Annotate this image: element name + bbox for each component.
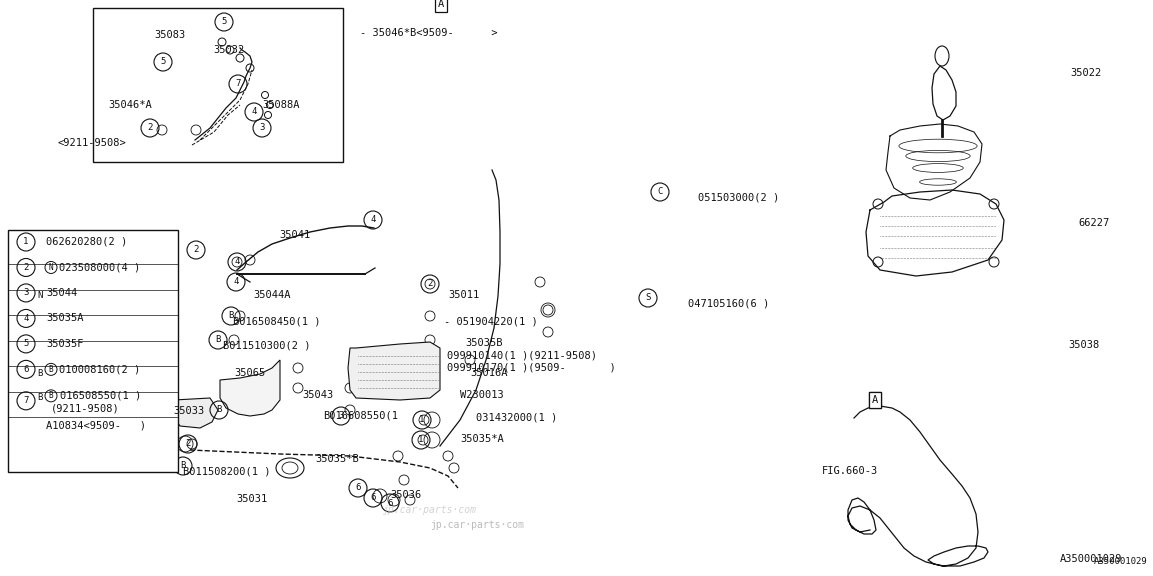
Text: 016508550(1 ): 016508550(1 ) (60, 391, 142, 401)
Text: 35041: 35041 (279, 230, 310, 240)
Text: 2: 2 (428, 279, 432, 289)
Text: 099910140(1 )(9211-9508): 099910140(1 )(9211-9508) (447, 350, 597, 360)
Text: 35033: 35033 (173, 406, 204, 416)
Text: N: N (48, 263, 53, 272)
Text: - 051904220(1 ): - 051904220(1 ) (444, 316, 537, 326)
Text: 35022: 35022 (1070, 68, 1101, 78)
Text: 2: 2 (194, 245, 198, 255)
Text: 7: 7 (23, 396, 29, 406)
Text: 35035A: 35035A (46, 313, 83, 323)
Text: 6: 6 (23, 365, 29, 374)
Text: 7: 7 (235, 79, 241, 89)
Text: FIG.660-3: FIG.660-3 (822, 466, 879, 476)
Text: N: N (37, 291, 43, 301)
Text: 5: 5 (221, 17, 227, 26)
Text: 2: 2 (186, 439, 190, 449)
Text: W230013: W230013 (460, 390, 504, 400)
Text: A: A (438, 0, 444, 9)
Text: 35035*A: 35035*A (460, 434, 504, 444)
Text: B: B (37, 369, 43, 378)
Text: 031432000(1 ): 031432000(1 ) (476, 412, 557, 422)
Text: B: B (180, 461, 186, 471)
Text: 2: 2 (23, 263, 29, 272)
Bar (93, 8, 342, 162)
Text: 35035*B: 35035*B (315, 454, 359, 464)
Text: 3: 3 (338, 411, 344, 420)
Text: 35031: 35031 (236, 494, 267, 504)
Text: A350001029: A350001029 (1094, 557, 1148, 566)
Text: B011510300(2 ): B011510300(2 ) (223, 340, 310, 350)
Text: 35035B: 35035B (465, 338, 503, 348)
Text: 6: 6 (387, 498, 393, 507)
Text: A: A (872, 395, 879, 405)
Text: B: B (37, 393, 43, 403)
Text: 4: 4 (233, 278, 239, 286)
Text: B016608550(1: B016608550(1 (323, 410, 398, 420)
Polygon shape (220, 360, 280, 416)
Text: 1: 1 (23, 237, 29, 247)
Text: jp.car·parts·com: jp.car·parts·com (383, 505, 477, 515)
Text: B: B (216, 335, 220, 344)
Text: 5: 5 (160, 58, 166, 66)
Text: 35044A: 35044A (253, 290, 291, 300)
Text: <9211-9508>: <9211-9508> (56, 138, 126, 148)
Text: 35032: 35032 (213, 45, 244, 55)
Polygon shape (932, 66, 956, 120)
Text: B: B (228, 312, 234, 320)
Text: 062620280(2 ): 062620280(2 ) (46, 237, 127, 247)
Text: 1: 1 (419, 435, 423, 445)
Bar (8, 230, 178, 472)
Text: 099910170(1 )(9509-       ): 099910170(1 )(9509- ) (447, 362, 616, 372)
Text: S: S (646, 294, 650, 302)
Ellipse shape (935, 46, 949, 66)
Text: 35065: 35065 (234, 368, 265, 378)
Text: 4: 4 (234, 257, 240, 267)
Text: C: C (657, 188, 663, 196)
Polygon shape (172, 398, 218, 428)
Text: 2: 2 (148, 123, 152, 132)
Text: A: A (872, 395, 879, 405)
Text: (9211-9508): (9211-9508) (51, 404, 120, 414)
Text: 66227: 66227 (1078, 218, 1109, 228)
Polygon shape (348, 342, 440, 400)
Text: - 35046*B<9509-      >: - 35046*B<9509- > (360, 28, 497, 38)
Text: jp.car·parts·com: jp.car·parts·com (430, 520, 523, 530)
Text: 4: 4 (251, 108, 257, 116)
Text: 35088A: 35088A (262, 100, 300, 110)
Text: 3: 3 (23, 289, 29, 297)
Text: 35011: 35011 (449, 290, 480, 300)
Text: B: B (48, 391, 53, 400)
Text: 35043: 35043 (302, 390, 333, 400)
Text: 051503000(2 ): 051503000(2 ) (698, 192, 779, 202)
Text: 35044: 35044 (46, 288, 77, 298)
Text: 6: 6 (355, 483, 361, 492)
Text: 023508000(4 ): 023508000(4 ) (59, 263, 141, 272)
Text: 047105160(6 ): 047105160(6 ) (688, 298, 769, 308)
Text: 4: 4 (370, 215, 376, 225)
Text: 6: 6 (370, 494, 376, 502)
Text: B011508200(1 ): B011508200(1 ) (183, 466, 271, 476)
Text: B: B (48, 365, 53, 374)
Text: B016508450(1 ): B016508450(1 ) (233, 316, 321, 326)
Text: 010008160(2 ): 010008160(2 ) (59, 365, 141, 374)
Text: 35038: 35038 (1068, 340, 1099, 350)
Text: A350001029: A350001029 (1060, 554, 1123, 564)
Text: 4: 4 (23, 314, 29, 323)
Text: 35083: 35083 (155, 30, 186, 40)
Text: 5: 5 (23, 339, 29, 348)
Text: 35046*A: 35046*A (108, 100, 152, 110)
Text: 35035F: 35035F (46, 339, 83, 349)
Text: 3: 3 (259, 123, 265, 132)
Text: 35016A: 35016A (470, 368, 507, 378)
Text: 1: 1 (420, 415, 424, 425)
Text: B: B (217, 406, 221, 415)
Text: A10834<9509-   ): A10834<9509- ) (46, 421, 146, 431)
Text: 35036: 35036 (390, 490, 421, 500)
